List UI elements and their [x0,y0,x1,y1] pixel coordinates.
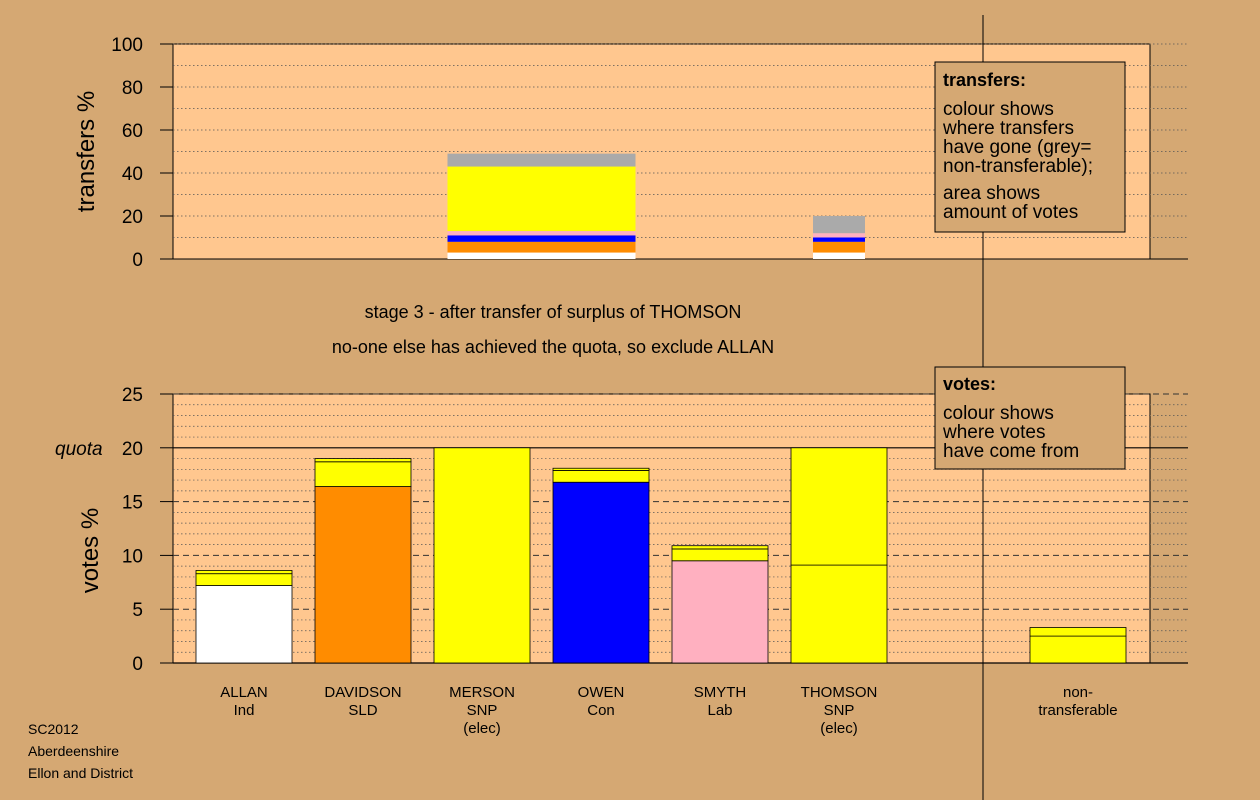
quota-label: quota [55,439,103,460]
transfers-legend-line: have gone (grey= [943,137,1091,158]
transfers-tick-label: 60 [122,121,143,142]
vote-segment-snp [552,469,650,483]
transfers-bars [447,153,865,259]
candidate-labels: ALLANIndDAVIDSONSLDMERSONSNP(elec)OWENCo… [220,684,1117,737]
vote-segment-snp [1029,635,1127,664]
vote-segment-con [552,481,650,664]
transfer-segment-nontransferable [813,216,865,234]
candidate-label: SNP [824,702,855,719]
votes-tick-label: 5 [132,600,143,621]
transfers-y-ticks: 0 20 40 60 80 100 [111,35,173,271]
candidate-label: SMYTH [694,684,747,701]
candidate-label: SLD [348,702,377,719]
vote-segment-snp [671,545,769,550]
transfers-axis-title: transfers % [73,91,100,212]
transfers-gridlines [173,43,1188,260]
votes-tick-label: 0 [132,654,143,675]
vote-segment-snp [195,570,293,575]
transfers-legend-title: transfers: [943,70,1026,90]
vote-segment-snp [671,548,769,562]
transfers-tick-label: 0 [132,250,143,271]
vote-segment-snp [195,573,293,586]
candidate-label: transferable [1038,702,1117,719]
stage-decision: no-one else has achieved the quota, so e… [332,337,774,357]
candidate-label: ALLAN [220,684,268,701]
transfers-legend-line: non-transferable); [943,156,1093,177]
footer-ward: Ellon and District [28,765,133,781]
votes-bars [195,447,1127,664]
vote-segment-snp [552,467,650,471]
transfer-segment-lab [813,233,865,238]
vote-segment-lab [671,560,769,664]
transfer-segment-ind [447,252,636,259]
votes-legend-title: votes: [943,374,996,394]
vote-segment-snp [790,447,888,566]
transfer-segment-snp [447,166,636,232]
transfer-segment-lab [447,231,636,236]
transfers-tick-label: 40 [122,164,143,185]
vote-segment-ind [195,585,293,664]
vote-segment-snp [433,447,531,664]
vote-segment-snp [1029,627,1127,637]
transfer-segment-con [813,237,865,242]
candidate-label: Ind [234,702,255,719]
stage-description: stage 3 - after transfer of surplus of T… [365,302,742,322]
votes-tick-label: 10 [122,546,143,567]
transfers-legend-line: where transfers [942,118,1074,139]
transfer-segment-sld [447,241,636,253]
votes-legend: votes: colour shows where votes have com… [934,366,1126,470]
candidate-label: non- [1063,684,1093,701]
transfers-tick-label: 20 [122,207,143,228]
footer-year: SC2012 [28,721,79,737]
candidate-label: (elec) [820,720,858,737]
transfer-segment-nontransferable [447,153,636,167]
votes-legend-line: where votes [942,422,1045,443]
candidate-label: Con [587,702,615,719]
candidate-label: OWEN [578,684,625,701]
vote-segment-snp [314,461,412,487]
transfers-tick-label: 80 [122,78,143,99]
candidate-label: Lab [707,702,732,719]
candidate-label: THOMSON [801,684,878,701]
votes-axis-title: votes % [77,508,104,593]
votes-tick-label: 25 [122,385,143,406]
votes-legend-line: colour shows [943,403,1054,424]
votes-tick-label: 15 [122,493,143,514]
vote-segment-sld [314,486,412,664]
candidate-label: SNP [467,702,498,719]
votes-tick-label: 20 [122,439,143,460]
transfers-tick-label: 100 [111,35,143,56]
transfers-legend: transfers: colour shows where transfers … [934,61,1126,233]
votes-legend-line: have come from [943,441,1079,462]
transfers-legend-line: area shows [943,183,1040,204]
transfer-segment-sld [813,241,865,253]
vote-segment-snp [314,458,412,463]
footer-council: Aberdeenshire [28,743,119,759]
candidate-label: (elec) [463,720,501,737]
transfers-legend-line: amount of votes [943,202,1078,223]
transfer-segment-con [447,235,636,242]
votes-y-ticks: 0 5 10 15 20 25 [122,385,173,675]
candidate-label: MERSON [449,684,515,701]
transfers-legend-line: colour shows [943,99,1054,120]
candidate-label: DAVIDSON [324,684,401,701]
vote-segment-snp [790,564,888,664]
transfer-segment-ind [813,252,865,259]
